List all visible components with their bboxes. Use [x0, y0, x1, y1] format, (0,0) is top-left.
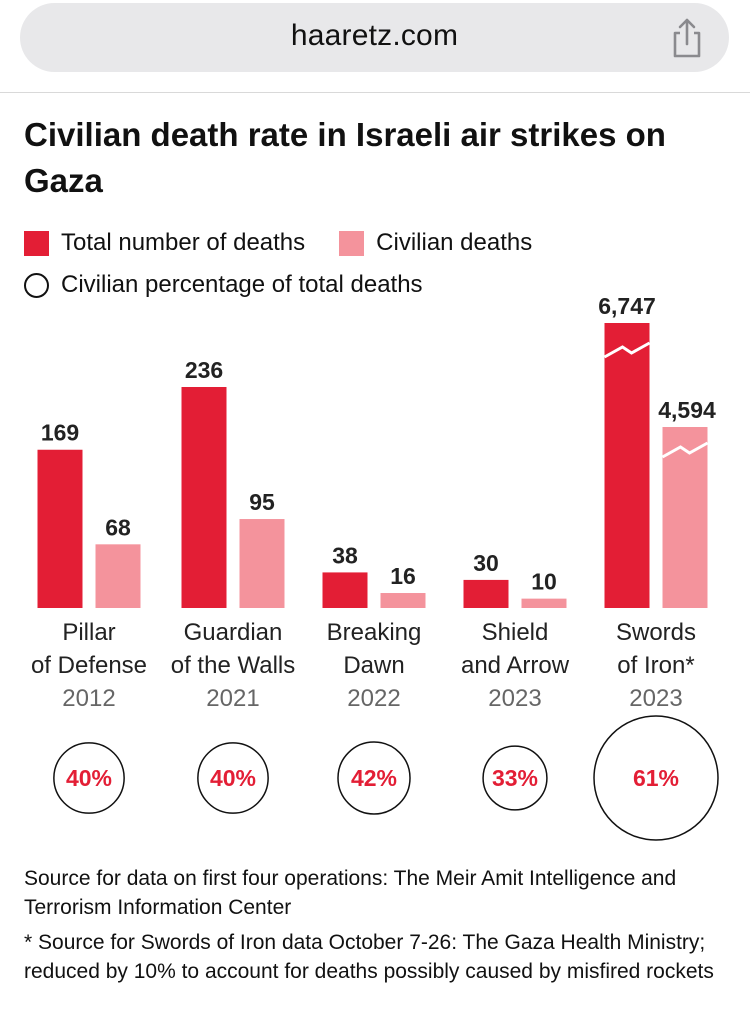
address-bar[interactable]: haaretz.com: [20, 3, 729, 72]
percentage-circle: [593, 715, 719, 841]
category-label: Breaking: [327, 619, 422, 646]
percentage-circle: [197, 742, 269, 814]
data-label-total: 38: [332, 542, 358, 568]
category-label: and Arrow: [461, 652, 570, 679]
bar-total: [463, 579, 509, 608]
percentage-label: 42%: [351, 765, 397, 791]
category-label: Shield: [482, 619, 549, 646]
percentage-circle: [482, 745, 548, 811]
percentage-circle: [337, 741, 411, 815]
bar-civilian: [521, 598, 567, 608]
category-year: 2021: [206, 685, 259, 712]
percentage-circle: [53, 742, 125, 814]
category-label: Dawn: [343, 652, 404, 679]
category-year: 2012: [62, 685, 115, 712]
category-label: of Iron*: [617, 652, 694, 679]
category-year: 2023: [488, 685, 541, 712]
data-label-total: 30: [473, 550, 499, 576]
category-year: 2022: [347, 685, 400, 712]
legend-row-2: Civilian percentage of total deaths: [24, 271, 423, 299]
bar-total: [181, 387, 227, 608]
bar-civilian: [95, 544, 141, 608]
percentage-label: 61%: [633, 765, 679, 791]
legend-label-percentage: Civilian percentage of total deaths: [61, 271, 423, 298]
header-divider: [0, 92, 750, 93]
footnote-asterisk: * Source for Swords of Iron data October…: [24, 931, 714, 983]
bar-chart: 169 68 Pillar of Defense 2012 40% 236 95 Guardia…: [31, 293, 719, 841]
data-label-civilian: 4,594: [658, 397, 716, 423]
bar-civilian: [380, 593, 426, 608]
chart-title: Civilian death rate in Israeli air strik…: [24, 116, 666, 199]
data-label-total: 169: [41, 420, 79, 446]
bar-total: [37, 449, 83, 608]
data-label-total: 6,747: [598, 293, 656, 319]
bar-total: [604, 323, 650, 608]
percentage-label: 40%: [210, 765, 256, 791]
legend-label-civilian: Civilian deaths: [376, 229, 533, 256]
legend-swatch-civilian: [339, 230, 365, 256]
legend-label-total: Total number of deaths: [61, 229, 306, 256]
percentage-label: 40%: [66, 765, 112, 791]
category-label: Guardian: [184, 619, 283, 646]
category-label: Swords: [616, 619, 696, 646]
category-label: of Defense: [31, 652, 147, 679]
category-label: of the Walls: [171, 652, 296, 679]
share-icon[interactable]: [669, 17, 705, 59]
url-text[interactable]: haaretz.com: [290, 19, 459, 52]
data-label-civilian: 68: [105, 514, 131, 540]
category-label: Pillar: [62, 619, 115, 646]
bar-total: [322, 572, 368, 608]
axis-break-mark: [603, 341, 651, 359]
bar-civilian: [662, 427, 708, 608]
data-label-total: 236: [185, 357, 223, 383]
bar-civilian: [239, 519, 285, 608]
legend-circle-icon: [24, 272, 49, 298]
footnote-source: Source for data on first four operations…: [24, 867, 677, 919]
axis-break-mark: [661, 441, 709, 459]
data-label-civilian: 16: [390, 563, 416, 589]
category-year: 2023: [629, 685, 682, 712]
percentage-label: 33%: [492, 765, 538, 791]
legend-row-1: Total number of deaths Civilian deaths: [24, 229, 532, 257]
data-label-civilian: 95: [249, 489, 275, 515]
legend-swatch-total: [24, 230, 49, 256]
data-label-civilian: 10: [531, 569, 557, 595]
